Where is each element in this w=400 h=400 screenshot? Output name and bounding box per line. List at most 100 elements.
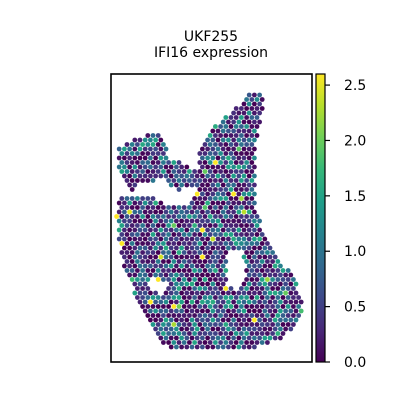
spot [249,187,255,192]
spot [254,295,260,300]
spot [174,227,179,233]
spot [215,281,221,287]
spot [179,236,185,242]
spot [236,308,242,314]
spot [241,164,247,170]
spot [127,272,132,278]
spot [145,313,151,318]
spot [241,299,247,305]
spot [246,308,252,314]
spot [148,137,153,143]
spot [236,155,242,161]
spot [218,304,224,309]
spot [213,133,218,138]
spot [202,250,208,255]
colorbar-tick-label: 2.0 [344,133,366,149]
spot [163,218,169,224]
spot [176,286,182,291]
spot [218,205,224,210]
spot [262,272,268,278]
spot [278,335,283,341]
spot [194,182,200,188]
spot [127,182,132,188]
spot [244,151,250,156]
spot [187,214,192,219]
spot [223,304,229,309]
spot [166,322,172,327]
spot [236,173,242,179]
spot [153,173,159,179]
spot [148,263,153,269]
spot [246,281,252,287]
spot [187,223,192,228]
spot [174,236,179,242]
spot [150,214,156,219]
spot [197,187,203,192]
spot [155,151,161,156]
spot [239,187,244,192]
spot [192,277,198,282]
spot [202,196,208,201]
spot [181,169,187,174]
spot [249,151,255,156]
spot [252,236,257,242]
spot [179,326,185,332]
spot [213,223,218,228]
spot [174,182,179,188]
spot [259,106,265,111]
spot [246,335,252,341]
spot [215,128,221,134]
spot [252,155,257,161]
spot [213,304,218,309]
spot [267,263,273,269]
spot [194,326,200,332]
spot [223,322,229,327]
spot [246,299,252,305]
spot [202,340,208,345]
spot [252,245,257,251]
spot [129,151,135,156]
spot [220,164,226,170]
spot [218,124,224,129]
spot [179,218,185,224]
spot [270,295,275,300]
spot [270,304,275,309]
spot [171,286,177,291]
spot [189,299,195,305]
spot [220,281,226,287]
spot [135,250,140,255]
spot [278,299,283,305]
spot [257,263,262,269]
spot [145,268,151,273]
spot [129,277,135,282]
spot [210,155,216,161]
spot [122,200,127,206]
spot [259,340,265,345]
spot [231,119,237,125]
spot [236,245,242,251]
spot [142,164,148,170]
spot [267,308,273,314]
spot [239,106,244,111]
spot [202,286,208,291]
spot [210,191,216,197]
spot [246,128,252,134]
spot [205,344,211,350]
spot [155,259,161,264]
spot [189,227,195,233]
spot [142,272,148,278]
spot [158,155,164,161]
spot [137,164,143,170]
spot [236,218,242,224]
spot [223,124,229,129]
spot [252,182,257,188]
spot [132,146,138,152]
spot [246,173,252,179]
spot [228,295,234,300]
spot [244,241,250,246]
chart-title: UKF255 [184,29,238,45]
spot [200,254,205,260]
spot [137,173,143,179]
spot [257,101,262,107]
spot [291,277,296,282]
